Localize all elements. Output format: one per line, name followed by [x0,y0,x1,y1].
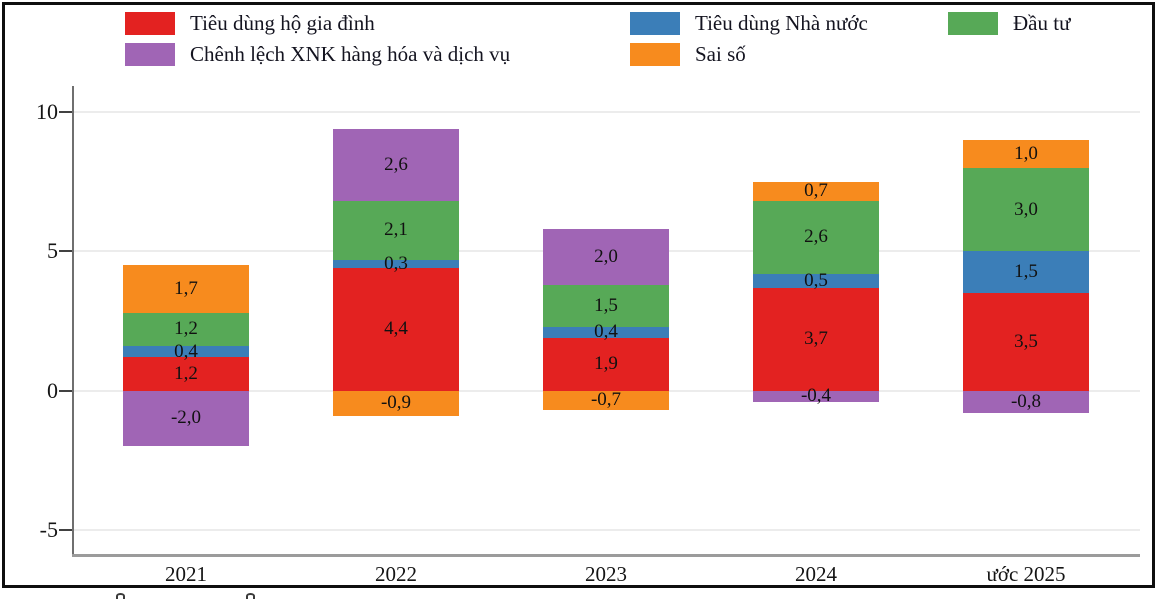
y-axis-tick [59,389,72,392]
chart-outer-border [2,2,1155,588]
legend-swatch [948,12,998,35]
bar-segment: 1,2 [123,312,249,346]
x-axis-label: 2023 [585,562,627,586]
y-axis-tick-label: 0 [47,377,58,403]
x-axis-label: ước 2025 [986,562,1066,586]
bar-segment: 3,0 [963,167,1089,252]
legend-item: Tiêu dùng hộ gia đình [125,11,375,36]
gridline-y10 [72,111,1140,113]
bar-segment-value: 1,0 [1014,142,1038,164]
bar-segment-value: 1,2 [174,362,198,384]
bar-segment: 0,5 [753,270,879,291]
bar-segment-value: 1,9 [594,353,618,375]
bar-segment: 2,0 [543,229,669,285]
bar-segment: 1,0 [963,139,1089,168]
bar-segment: -0,4 [753,385,879,406]
bar-segment: 0,7 [753,180,879,202]
legend-item-label: Tiêu dùng hộ gia đình [190,11,375,35]
bar-segment-value: 3,5 [1014,330,1038,352]
legend-swatch [630,12,680,35]
bar-segment: 0,3 [333,253,459,274]
bar-segment-value: 3,7 [804,328,828,350]
bar-segment-value: -2,0 [170,407,202,429]
legend-item: Đầu tư [948,11,1070,36]
legend-item-label: Sai số [695,42,746,66]
bar-segment: 1,2 [123,357,249,391]
bar-segment-value: 1,5 [594,294,618,316]
bar-segment: 1,9 [543,337,669,391]
bar-segment-value: 0,4 [594,321,618,343]
bar-segment: -0,9 [333,390,459,416]
bar-segment-value: -0,8 [1010,390,1042,412]
x-axis-label: 2021 [165,562,207,586]
bar-segment: -0,8 [963,390,1089,413]
bar-segment-value: 2,1 [384,219,408,241]
bar-segment: 4,4 [333,268,459,391]
bar-segment: 0,4 [123,341,249,362]
bar-segment-value: 0,4 [174,340,198,362]
y-axis-tick [59,111,72,113]
bar-segment: 3,5 [963,293,1089,391]
x-axis-line [72,554,1140,557]
legend-item: Chênh lệch XNK hàng hóa và dịch vụ [125,42,510,67]
bar-segment: 2,6 [753,201,879,274]
bar-segment: 2,1 [333,201,459,260]
bar-segment: 1,5 [543,284,669,327]
bar-segment-value: -0,9 [380,392,412,414]
bar-segment-value: 2,6 [384,153,408,175]
bar-segment-value: 3,0 [1014,198,1038,220]
bar-segment: 0,4 [543,321,669,342]
bar-segment: 3,7 [753,287,879,391]
bar-segment-value: -0,7 [590,389,622,411]
cutoff-caption-fragment [246,593,255,599]
y-axis-tick-label: 5 [47,238,58,264]
bar-segment-value: 4,4 [384,318,408,340]
y-axis-tick-label: 10 [36,99,58,124]
cutoff-caption-fragment [116,593,125,599]
legend-swatch [125,43,175,66]
legend-item: Tiêu dùng Nhà nước [630,11,868,36]
bar-segment-value: 1,2 [174,318,198,340]
bar-segment-value: 1,5 [1014,261,1038,283]
legend-item-label: Chênh lệch XNK hàng hóa và dịch vụ [190,42,511,66]
bar-segment: 1,7 [123,265,249,313]
legend-item-label: Tiêu dùng Nhà nước [695,11,868,35]
gridline-y-5 [72,528,1140,531]
bar-segment: 1,5 [963,251,1089,294]
y-axis-tick [59,250,72,253]
bar-segment-value: 0,3 [384,252,408,274]
x-axis-label: 2022 [375,562,417,586]
y-axis-tick-label: -5 [39,516,58,542]
bar-segment: -0,7 [543,389,669,411]
bar-segment: 2,6 [333,128,459,202]
bar-segment-value: 2,0 [594,245,618,267]
bar-segment-value: 0,7 [804,180,828,202]
bar-segment: -2,0 [123,390,249,447]
bar-segment-value: 2,6 [804,226,828,248]
x-axis-label: 2024 [795,562,837,586]
legend-swatch [630,43,680,66]
bar-segment-value: -0,4 [800,385,832,407]
legend-item-label: Đầu tư [1013,11,1071,35]
bar-segment-value: 0,5 [804,269,828,291]
legend-item: Sai số [630,42,746,67]
bar-segment-value: 1,7 [174,277,198,299]
y-axis-tick [59,528,72,531]
y-axis-line [72,86,74,554]
legend-swatch [125,12,175,35]
